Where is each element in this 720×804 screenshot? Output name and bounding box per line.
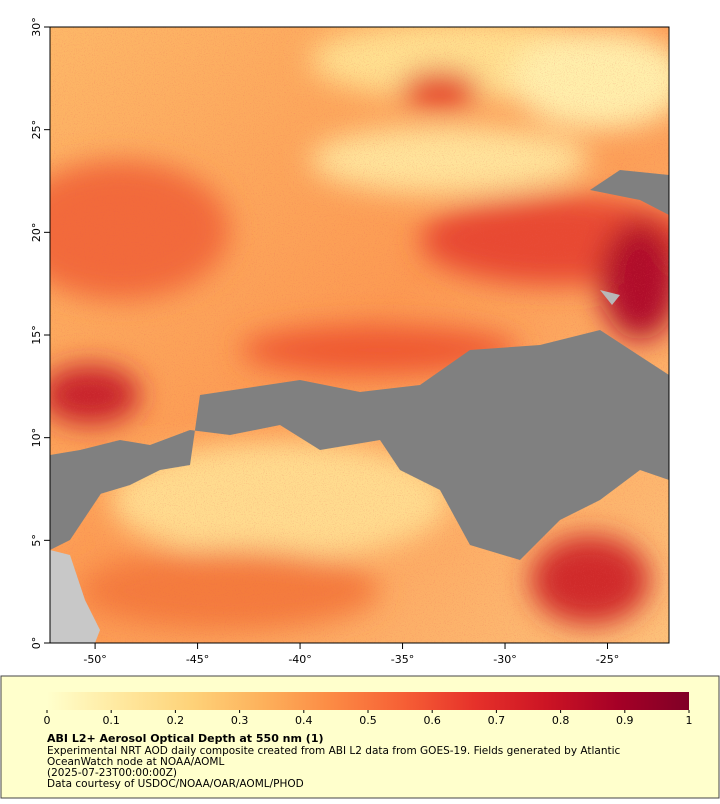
y-tick-label: 20° <box>30 223 43 243</box>
description: OceanWatch node at NOAA/AOML <box>47 756 224 768</box>
colorbar-tick-label: 0.9 <box>616 714 634 727</box>
y-tick-label: 10° <box>30 428 43 448</box>
axes: -50° -45° -40° -35° -30° -25° 0° 5° 10° 15° 20° 25°… <box>30 17 619 666</box>
colorbar-ticks: 0 0.1 0.2 0.3 0.4 0.5 0.6 0.7 0.8 0.9 1 <box>44 710 693 727</box>
x-tick-label: -30° <box>493 653 516 666</box>
y-tick-label: 15° <box>30 325 43 345</box>
colorbar-tick-label: 0.5 <box>359 714 377 727</box>
description: Data courtesy of USDOC/NOAA/OAR/AOML/PHO… <box>47 778 304 790</box>
x-tick-label: -45° <box>186 653 209 666</box>
y-tick-label: 5° <box>30 534 43 547</box>
description: (2025-07-23T00:00:00Z) <box>47 767 177 779</box>
x-tick-label: -35° <box>391 653 414 666</box>
colorbar-tick-label: 0.7 <box>488 714 506 727</box>
colorbar-tick-label: 0.6 <box>423 714 441 727</box>
x-tick-label: -40° <box>288 653 311 666</box>
x-tick-label: -50° <box>83 653 106 666</box>
title: ABI L2+ Aerosol Optical Depth at 550 nm … <box>47 732 324 745</box>
description: Experimental NRT AOD daily composite cre… <box>47 745 621 757</box>
map-image <box>50 27 669 643</box>
y-tick-label: 30° <box>30 17 43 37</box>
y-tick-label: 25° <box>30 120 43 140</box>
colorbar <box>47 692 689 710</box>
y-tick-label: 0° <box>30 637 43 650</box>
colorbar-tick-label: 0.4 <box>295 714 313 727</box>
colorbar-tick-label: 0.3 <box>231 714 249 727</box>
colorbar-tick-label: 0.2 <box>167 714 185 727</box>
colorbar-tick-label: 0 <box>44 714 51 727</box>
x-tick-label: -25° <box>596 653 619 666</box>
colorbar-tick-label: 0.8 <box>552 714 570 727</box>
colorbar-tick-label: 1 <box>686 714 693 727</box>
colorbar-tick-label: 0.1 <box>102 714 120 727</box>
